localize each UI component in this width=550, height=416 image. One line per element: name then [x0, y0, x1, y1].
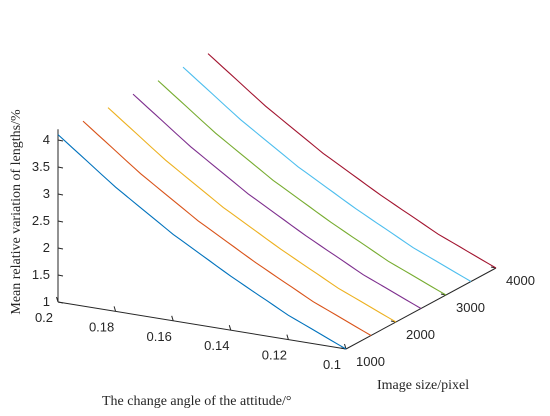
y-tick-label: 4000 [506, 273, 535, 288]
z-tick-label: 4 [43, 132, 50, 147]
chart-ticks: 1 1.5 2 2.5 3 3.5 4 0.1 0.12 0.14 0.16 0.18 0.2 1000 2… [32, 132, 535, 372]
x-tick-mark [228, 325, 232, 331]
z-tick-label: 2 [43, 240, 50, 255]
chart-axes [57, 129, 497, 350]
z-tick-label: 3 [43, 186, 50, 201]
series-line-1 [57, 134, 347, 350]
series-line-6 [182, 66, 472, 282]
z-tick-mark [57, 193, 64, 196]
x-tick-mark [113, 306, 117, 312]
z-tick-mark [57, 274, 64, 277]
x-tick-label: 0.12 [262, 348, 287, 363]
y-tick-label: 3000 [456, 300, 485, 315]
y-axis-label: Image size/pixel [377, 378, 469, 393]
z-tick-label: 1 [43, 294, 50, 309]
chart-axis-labels: Mean relative variation of lengths/% The… [9, 109, 469, 409]
x-tick-mark [286, 334, 289, 340]
series-line-5 [157, 80, 447, 296]
series-line-4 [132, 93, 422, 309]
x-tick-label: 0.14 [204, 338, 229, 353]
z-tick-label: 3.5 [32, 159, 50, 174]
z-axis-label: Mean relative variation of lengths/% [9, 109, 24, 315]
series-line-3 [107, 107, 397, 323]
x-tick-label: 0.1 [323, 357, 341, 372]
z-tick-label: 2.5 [32, 213, 50, 228]
x-axis-line [57, 301, 347, 350]
x-tick-mark [56, 296, 59, 303]
x-tick-mark [344, 343, 347, 350]
z-tick-mark [57, 166, 64, 169]
x-tick-label: 0.2 [35, 310, 53, 325]
y-tick-label: 1000 [356, 354, 385, 369]
x-tick-label: 0.18 [89, 319, 114, 334]
z-tick-label: 1.5 [32, 267, 50, 282]
x-axis-label: The change angle of the attitude/° [102, 394, 291, 409]
series-line-7 [207, 53, 497, 269]
series-line-2 [82, 120, 372, 336]
chart-series [57, 53, 497, 350]
z-tick-mark [57, 139, 64, 142]
z-tick-mark [57, 247, 64, 250]
y-tick-label: 2000 [406, 327, 435, 342]
x-tick-mark [171, 315, 174, 321]
x-tick-label: 0.16 [147, 329, 172, 344]
z-tick-mark [57, 301, 64, 304]
z-tick-mark [57, 220, 64, 223]
